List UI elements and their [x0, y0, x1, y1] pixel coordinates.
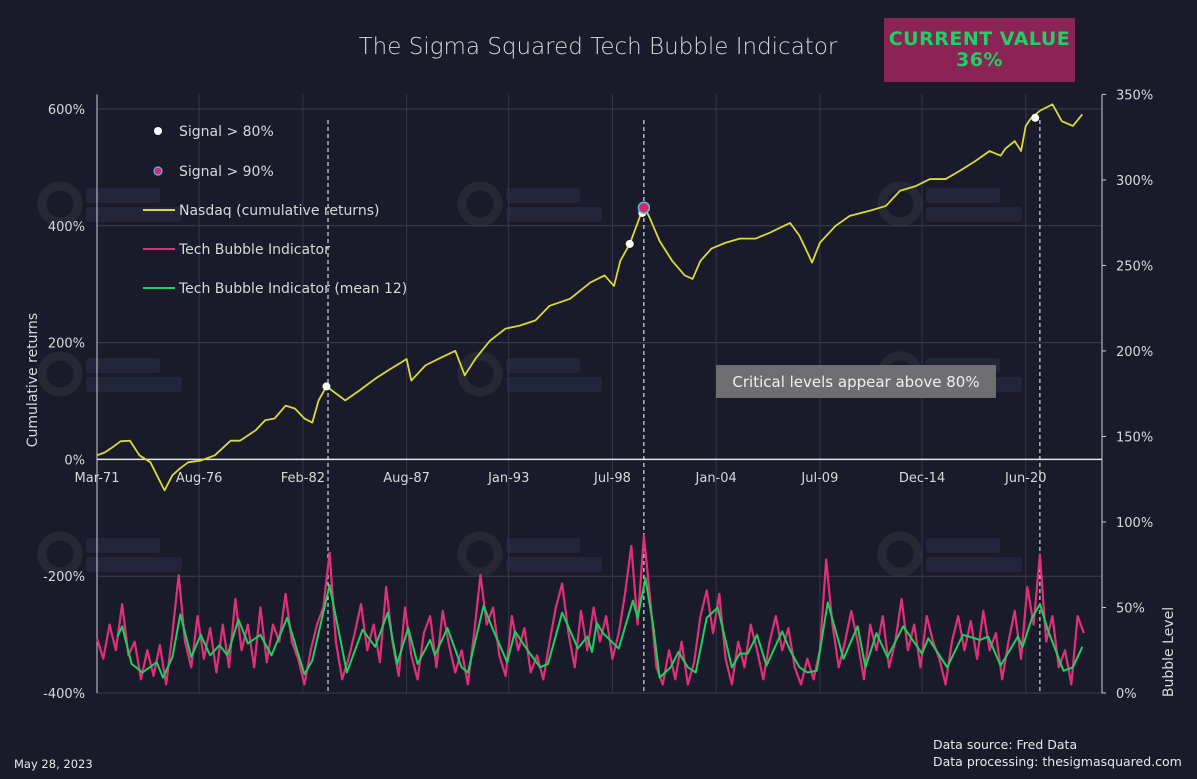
- watermark-lettering-shape: [506, 557, 602, 572]
- x-tick-label: Jun-20: [1004, 471, 1047, 486]
- y-axis-label-right: Bubble Level: [1161, 607, 1177, 697]
- y-tick-label-left: -400%: [43, 687, 85, 702]
- x-tick-label: Jan-93: [487, 471, 529, 486]
- badge-value: 36%: [956, 49, 1003, 71]
- footer-source: Data source: Fred Data: [933, 737, 1078, 752]
- y-tick-label-right: 150%: [1116, 430, 1153, 445]
- legend-marker-dot: [153, 166, 163, 176]
- watermark-logo-icon: [37, 181, 83, 227]
- y-tick-label-left: 400%: [48, 220, 85, 235]
- legend-label: Tech Bubble Indicator (mean 12): [178, 281, 407, 297]
- series-lines: [95, 103, 1085, 686]
- chart-title: The Sigma Squared Tech Bubble Indicator: [359, 34, 838, 60]
- watermark-logo: [457, 351, 602, 397]
- signal-vlines: [327, 120, 1041, 691]
- x-tick-label: Feb-82: [281, 471, 325, 486]
- watermark-logo-icon: [457, 181, 503, 227]
- legend: Signal > 80% Signal > 90% Nasdaq (cumulati…: [143, 124, 407, 297]
- x-tick-label: Aug-76: [176, 471, 223, 486]
- footer-processing: Data processing: thesigmasquared.com: [933, 754, 1182, 769]
- signal-80-dot: [1031, 113, 1040, 122]
- y-tick-label-right: 0%: [1116, 687, 1137, 702]
- x-tick-label: Jul-09: [800, 471, 838, 486]
- watermark-logo: [37, 531, 182, 577]
- watermark-lettering-shape: [506, 358, 580, 373]
- y-tick-label-left: -200%: [43, 570, 85, 585]
- watermark-logo-icon: [457, 531, 503, 577]
- watermarks: [37, 181, 1022, 577]
- footer-date: May 28, 2023: [14, 757, 93, 771]
- watermark-logo-icon: [37, 531, 83, 577]
- watermark-lettering-shape: [926, 538, 1000, 553]
- watermark-lettering-shape: [86, 358, 160, 373]
- watermark-lettering-shape: [926, 557, 1022, 572]
- y-axis-label-left: Cumulative returns: [25, 313, 41, 447]
- y-tick-label-right: 250%: [1116, 259, 1153, 274]
- badge-label: CURRENT VALUE: [888, 28, 1071, 50]
- watermark-logo-icon: [37, 351, 83, 397]
- y-tick-label-right: 50%: [1116, 601, 1145, 616]
- legend-label: Nasdaq (cumulative returns): [179, 203, 379, 219]
- critical-levels-annotation: Critical levels appear above 80%: [716, 365, 996, 398]
- y-tick-label-right: 200%: [1116, 345, 1153, 360]
- watermark-lettering-shape: [86, 188, 160, 203]
- signal-80-dot: [625, 239, 634, 248]
- x-tick-label: Aug-87: [383, 471, 430, 486]
- watermark-lettering-shape: [506, 207, 602, 222]
- watermark-lettering-shape: [506, 377, 602, 392]
- watermark-lettering-shape: [86, 538, 160, 553]
- signal-80-dot: [322, 382, 331, 391]
- current-value-badge: CURRENT VALUE 36%: [884, 18, 1075, 82]
- signal-90-dot: [637, 201, 651, 214]
- legend-marker-dot: [154, 127, 162, 135]
- x-tick-label: Jan-04: [695, 471, 737, 486]
- axes: 600% 400% 200% 0% -200% -400% 350% 300% 250% 200%…: [43, 88, 1153, 702]
- watermark-logo: [877, 531, 1022, 577]
- tech-bubble-mean12-line: [116, 577, 1084, 679]
- watermark-lettering-shape: [506, 538, 580, 553]
- watermark-logo: [37, 181, 182, 227]
- legend-label: Signal > 90%: [179, 164, 274, 180]
- watermark-logo: [457, 181, 602, 227]
- y-tick-label-left: 0%: [64, 453, 85, 468]
- watermark-logo: [877, 181, 1022, 227]
- watermark-logo-icon: [877, 531, 923, 577]
- y-tick-label-left: 200%: [48, 337, 85, 352]
- nasdaq-line: [96, 103, 1084, 492]
- watermark-logo-icon: [457, 351, 503, 397]
- x-tick-label: Dec-14: [899, 471, 945, 486]
- y-tick-label-right: 300%: [1116, 174, 1153, 189]
- watermark-lettering-shape: [926, 188, 1000, 203]
- watermark-lettering-shape: [86, 377, 182, 392]
- y-tick-label-left: 600%: [48, 103, 85, 118]
- x-tick-label: Jul-98: [593, 471, 631, 486]
- legend-label: Signal > 80%: [179, 124, 274, 140]
- x-tick-label: Mar-71: [75, 471, 120, 486]
- watermark-lettering-shape: [86, 557, 182, 572]
- watermark-lettering-shape: [506, 188, 580, 203]
- watermark-logo: [457, 531, 602, 577]
- y-tick-label-right: 350%: [1116, 88, 1153, 103]
- tech-bubble-indicator-line: [95, 534, 1085, 686]
- y-tick-label-right: 100%: [1116, 516, 1153, 531]
- watermark-lettering-shape: [926, 207, 1022, 222]
- watermark-logo: [37, 351, 182, 397]
- watermark-logo-icon: [877, 181, 923, 227]
- legend-label: Tech Bubble Indicator: [178, 242, 330, 258]
- signal-dots: [322, 113, 1040, 391]
